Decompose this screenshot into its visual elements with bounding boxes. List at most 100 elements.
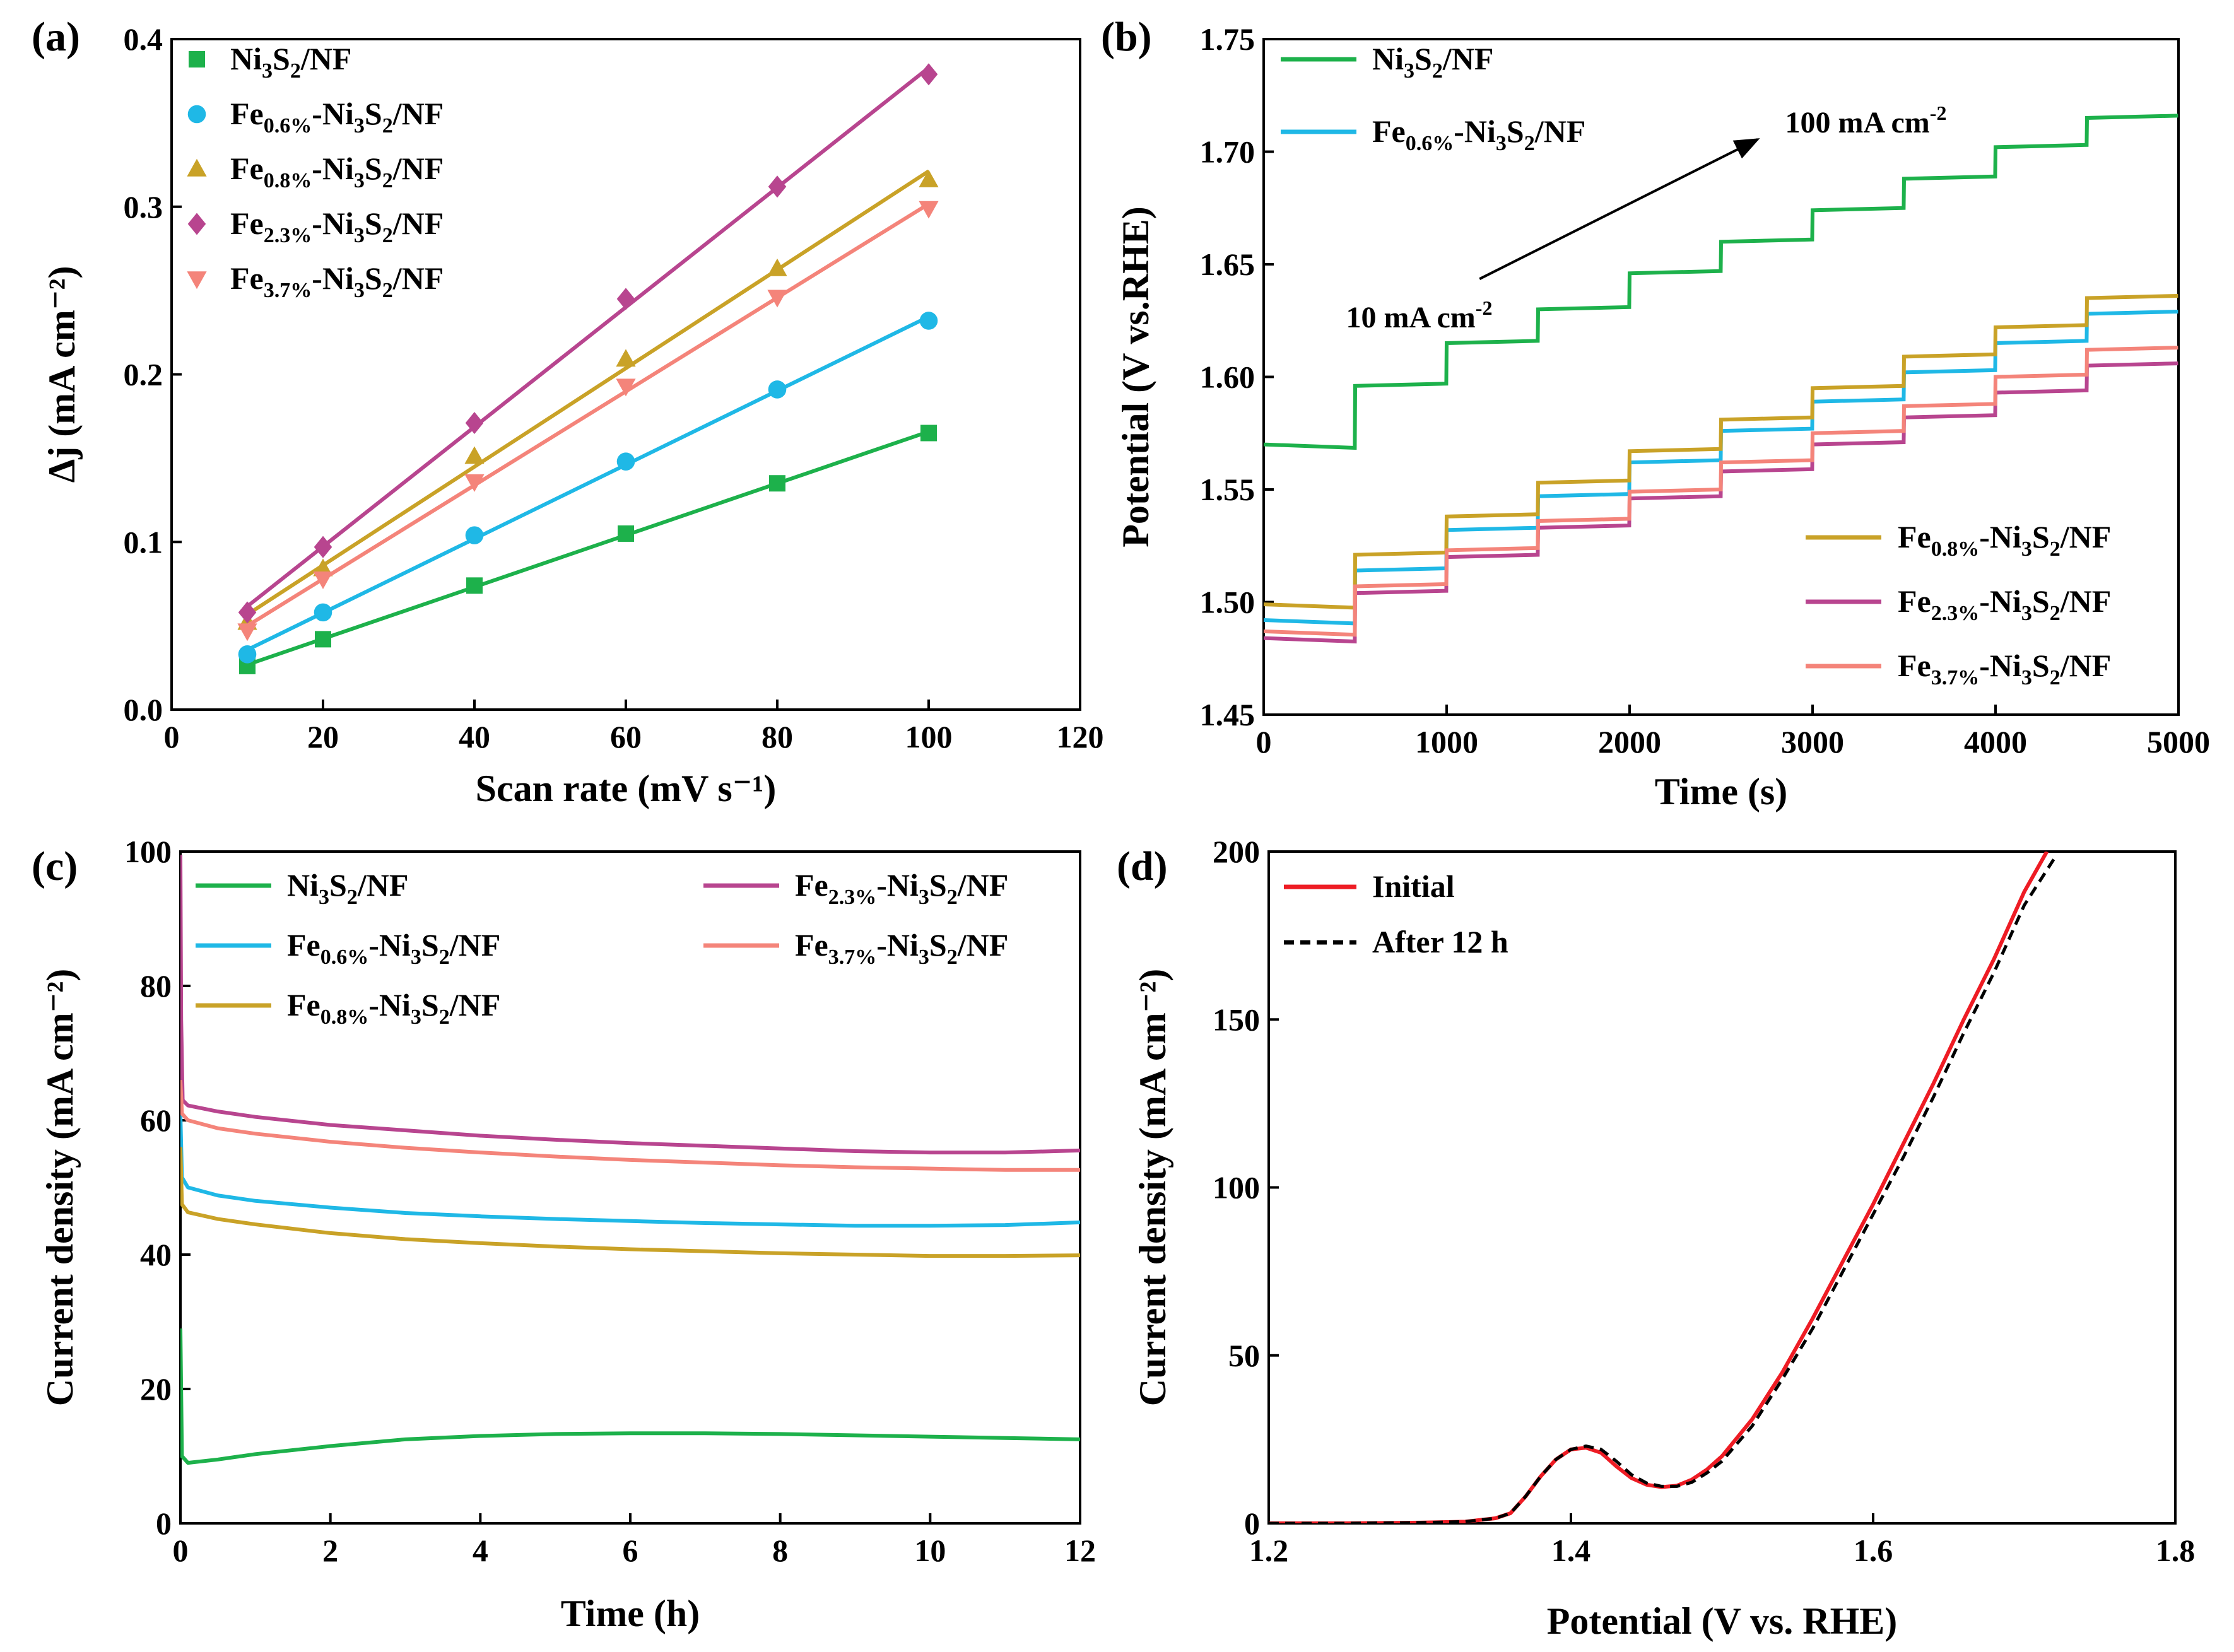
y-tick-label: 0 [156,1506,172,1541]
label-part: S [2032,583,2050,619]
plot-area [237,63,939,674]
legend-label: Fe2.3%-Ni3S2/NF [795,867,1008,909]
label-part: 3.7% [264,279,312,302]
series-line [1264,114,2178,450]
legend-label: After 12 h [1372,924,1508,959]
label-part: 2 [347,886,358,909]
x-tick-label: 6 [623,1533,638,1568]
x-tick-label: 1.2 [1249,1533,1289,1568]
marker-square [769,475,785,492]
series-line [180,1147,1080,1258]
panel-b: 0 1000 2000 3000 4000 5000 1.45 1.50 1.55 1.60 1.6… [1101,14,2210,812]
x-tick-label: 1.8 [2156,1533,2196,1568]
legend-label: Fe3.7%-Ni3S2/NF [230,261,444,302]
annotation-sup: -2 [1930,102,1947,124]
panel-label: (c) [32,843,78,889]
annotation: 10 mA cm-2 [1346,296,1493,334]
y-tick-label: 1.65 [1200,247,1255,282]
marker-diamond [919,63,938,86]
label-part: 3 [2021,602,2032,625]
label-part: Fe [230,261,264,296]
series-line [1264,293,2178,610]
label-part: /NF [2060,583,2112,619]
marker-square [315,631,331,648]
label-part: -Ni [312,261,354,296]
label-part: 3 [919,886,929,909]
legend-label: Initial [1372,869,1455,904]
label-part: 2 [2050,537,2061,561]
label-part: 3 [919,946,929,969]
label-part: 2 [1432,59,1443,83]
axes-frame [170,38,1081,711]
fit-line [246,169,930,616]
y-tick-label: 1.75 [1200,21,1255,57]
label-part: 3 [319,886,329,909]
label-part: 3 [2021,537,2032,561]
legend-label: Ni3S2/NF [287,867,408,909]
label-part: /NF [392,151,444,186]
label-part: 2 [382,114,393,138]
y-tick-label: 1.50 [1200,585,1255,620]
marker-triangle-up [919,169,939,187]
label-part: /NF [392,96,444,131]
label-part: /NF [357,867,409,903]
label-part: Ni [230,41,262,76]
label-part: -Ni [876,927,919,963]
panel-a: 0 20 40 60 80 100 120 0.0 0.1 0.2 0.3 0.4 Scan rate … [32,14,1104,809]
marker-triangle-down [313,571,333,589]
label-part: S [421,927,439,963]
legend-label: Fe0.8%-Ni3S2/NF [1898,519,2111,561]
label-part: -Ni [1979,583,2021,619]
x-tick-label: 8 [772,1533,788,1568]
y-tick-label: 0.2 [124,357,163,392]
label-part: 3 [354,169,365,192]
marker-diamond [616,288,635,310]
legend-label: Fe0.6%-Ni3S2/NF [230,96,444,138]
marker-circle [314,603,332,622]
x-tick-label: 4 [473,1533,488,1568]
marker-triangle-down [919,201,939,219]
label-part: /NF [957,927,1009,963]
label-part: /NF [957,867,1009,903]
legend-label: Fe2.3%-Ni3S2/NF [230,206,444,247]
y-tick-label: 0 [1244,1506,1260,1541]
series-line [1269,857,2056,1523]
y-axis-label: Potential (V vs.RHE) [1115,206,1156,548]
label-part: 2 [439,946,450,969]
panel-label: (b) [1101,14,1152,60]
marker-diamond [465,412,484,435]
label-part: 0.6% [320,946,369,969]
label-part: 3.7% [1931,666,1980,689]
label-part: -Ni [1979,648,2021,683]
x-axis-label: Potential (V vs. RHE) [1547,1600,1898,1642]
legend-label: Ni3S2/NF [1372,41,1493,83]
y-tick-label: 0.1 [124,524,163,559]
marker-triangle-down [187,271,207,290]
annotation-text: 100 mA cm [1785,106,1930,139]
label-part: /NF [449,987,501,1022]
label-part: 3 [1404,59,1414,83]
label-part: 2 [439,1005,450,1029]
label-part: /NF [2060,648,2112,683]
label-part: 2 [382,169,393,192]
label-part: Ni [287,867,319,903]
label-part: Fe [230,151,264,186]
x-tick-label: 20 [307,719,339,754]
x-tick-label: 40 [459,719,490,754]
plot-area [180,855,1080,1465]
x-tick-label: 1.6 [1854,1533,1893,1568]
marker-square [189,51,205,67]
label-part: 2 [382,224,393,247]
x-tick-label: 5000 [2147,724,2210,759]
label-part: 2 [1524,132,1535,155]
y-tick-label: 60 [140,1103,172,1138]
x-tick-label: 2 [322,1533,338,1568]
label-part: 3 [1496,132,1507,155]
label-part: Fe [1898,583,1931,619]
y-tick-label: 0.0 [124,692,163,727]
y-tick-label: 0.3 [124,189,163,225]
plot-area [1264,114,2178,644]
label-part: Fe [1372,114,1406,149]
x-axis-label: Time (h) [561,1593,700,1634]
x-tick-label: 0 [1256,724,1272,759]
